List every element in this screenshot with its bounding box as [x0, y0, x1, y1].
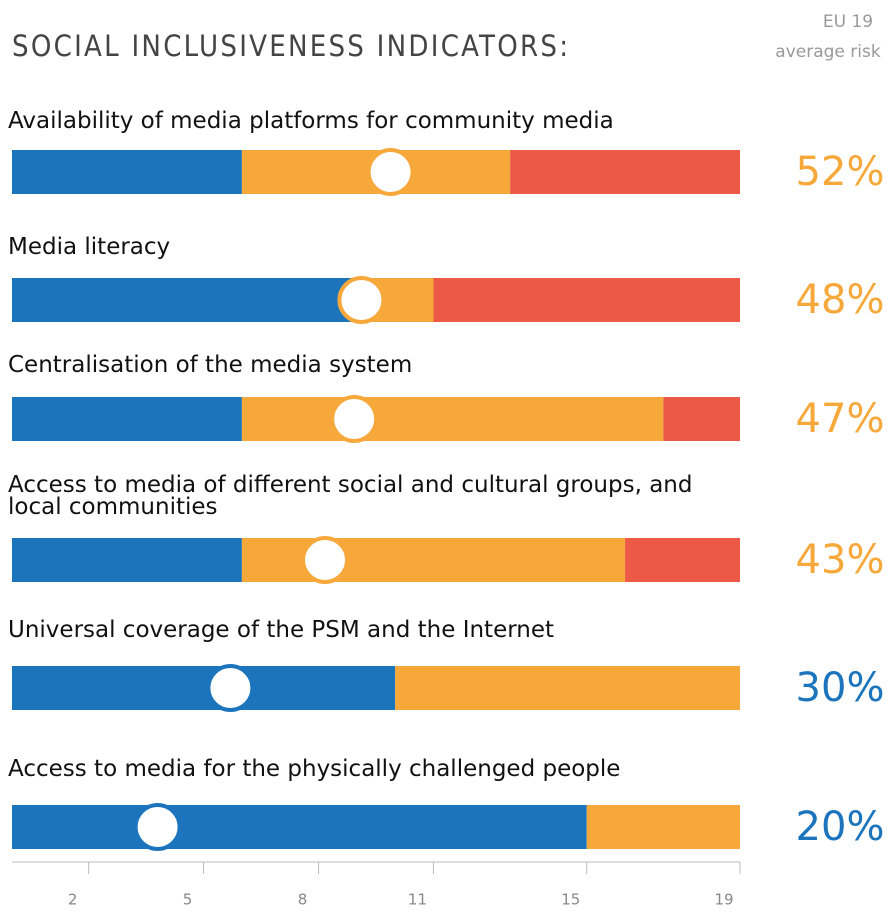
marker-subtitle: average risk [775, 42, 881, 62]
category-label-box: Access to media of different social and … [8, 474, 693, 520]
bar-segment [663, 397, 740, 441]
risk-marker [337, 276, 386, 324]
risk-marker [301, 536, 350, 584]
category-label-box: Universal coverage of the PSM and the In… [8, 619, 555, 643]
category-label-box: Availability of media platforms for comm… [8, 110, 614, 134]
risk-label: 47% [796, 396, 885, 442]
risk-label: 52% [796, 149, 885, 195]
category-label: Access to media for the physically chall… [8, 758, 621, 782]
chart-title: SOCIAL INCLUSIVENESS INDICATORS: [12, 29, 568, 63]
category-label: Centralisation of the media system [8, 354, 413, 378]
risk-label: 43% [796, 537, 885, 583]
x-tick-label: 19 [714, 891, 733, 909]
x-tick-label: 2 [68, 891, 78, 909]
bar-segment [510, 150, 740, 194]
bar-segment [433, 278, 740, 322]
bar-segment [395, 666, 740, 710]
category-label: Access to media of different social and … [8, 474, 693, 520]
bar-segment [241, 397, 664, 441]
risk-marker [133, 803, 182, 851]
bar-segment [241, 538, 626, 582]
risk-label: 20% [796, 804, 885, 850]
x-tick-label: 8 [298, 891, 308, 909]
bar-segment [12, 805, 587, 849]
bar-segment [12, 278, 357, 322]
bar-segment [12, 150, 242, 194]
risk-label: 30% [796, 665, 885, 711]
category-label: Universal coverage of the PSM and the In… [8, 619, 555, 643]
bar-segment [625, 538, 740, 582]
x-tick-label: 5 [183, 891, 193, 909]
category-label-box: Centralisation of the media system [8, 354, 413, 378]
risk-marker [330, 395, 379, 443]
risk-marker [366, 148, 415, 196]
bar-segment [12, 666, 396, 710]
bar-segment [586, 805, 740, 849]
risk-marker [206, 664, 255, 712]
bar-segment [12, 538, 242, 582]
x-tick-label: 11 [408, 891, 427, 909]
category-label-box: Access to media for the physically chall… [8, 758, 621, 782]
marker-title: EU 19 [823, 12, 873, 32]
x-tick-label: 15 [561, 891, 580, 909]
category-label-box: Media literacy [8, 236, 171, 260]
category-label: Media literacy [8, 236, 171, 260]
category-label: Availability of media platforms for comm… [8, 110, 614, 134]
risk-label: 48% [796, 277, 885, 323]
bar-segment [12, 397, 242, 441]
